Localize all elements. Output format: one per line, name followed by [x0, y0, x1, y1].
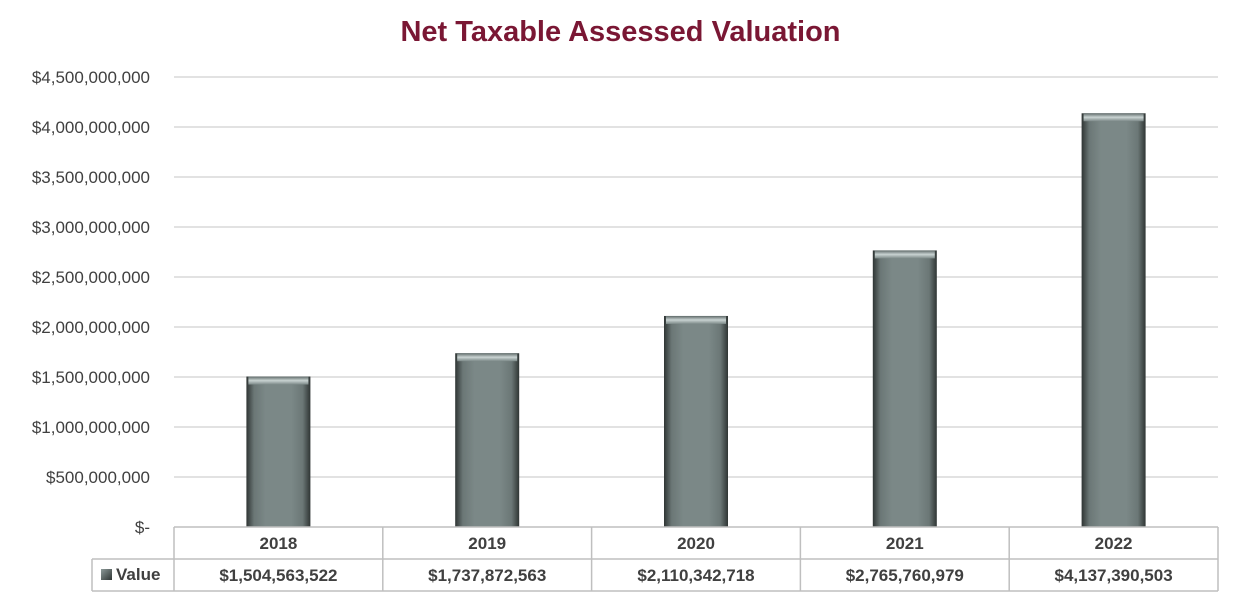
x-tick-label: 2020 — [677, 534, 715, 553]
y-tick-label: $4,000,000,000 — [32, 118, 150, 137]
legend-label: Value — [116, 565, 160, 584]
bar — [664, 315, 728, 527]
data-label: $1,737,872,563 — [428, 566, 546, 585]
y-tick-label: $- — [135, 518, 150, 537]
chart-title: Net Taxable Assessed Valuation — [400, 16, 841, 48]
data-label: $1,504,563,522 — [219, 566, 337, 585]
bar-cap — [874, 250, 935, 259]
y-tick-label: $1,000,000,000 — [32, 418, 150, 437]
y-tick-label: $4,500,000,000 — [32, 68, 150, 87]
bar-cap — [1083, 113, 1144, 122]
bar — [872, 250, 937, 528]
bar-cap — [248, 376, 309, 385]
x-tick-label: 2022 — [1095, 534, 1133, 553]
y-tick-label: $3,000,000,000 — [32, 218, 150, 237]
x-tick-label: 2018 — [259, 534, 297, 553]
legend-swatch — [101, 569, 112, 580]
y-tick-label: $2,000,000,000 — [32, 318, 150, 337]
bar — [1081, 113, 1146, 527]
bar-cap — [457, 353, 518, 362]
y-tick-label: $2,500,000,000 — [32, 268, 150, 287]
data-label: $2,765,760,979 — [846, 566, 964, 585]
x-tick-label: 2019 — [468, 534, 506, 553]
y-tick-label: $1,500,000,000 — [32, 368, 150, 387]
bar — [455, 353, 520, 527]
data-label: $4,137,390,503 — [1055, 566, 1173, 585]
data-label: $2,110,342,718 — [637, 566, 754, 585]
y-tick-label: $500,000,000 — [46, 468, 150, 487]
bar-cap — [666, 315, 726, 324]
y-tick-label: $3,500,000,000 — [32, 168, 150, 187]
x-tick-label: 2021 — [886, 534, 924, 553]
bar — [246, 376, 311, 527]
